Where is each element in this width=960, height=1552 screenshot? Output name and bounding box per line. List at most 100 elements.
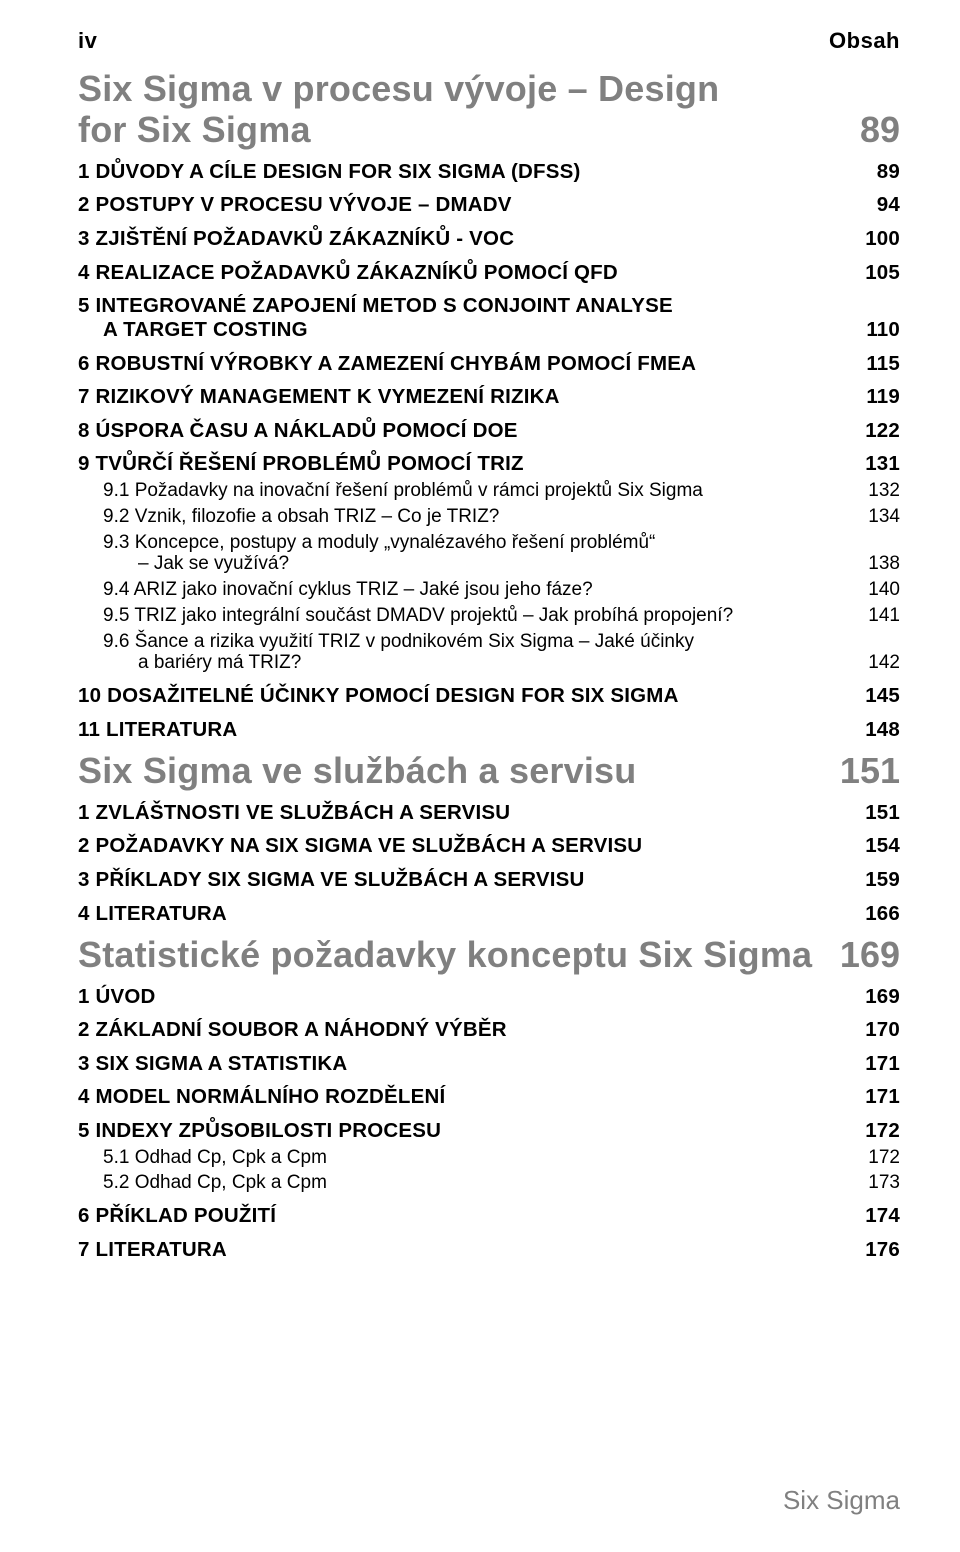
section-label: 4 MODEL NORMÁLNÍHO ROZDĚLENÍ (78, 1084, 465, 1110)
section-label: 1 DŮVODY A CÍLE DESIGN FOR SIX SIGMA (DF… (78, 159, 601, 185)
section-label: 5 INDEXY ZPŮSOBILOSTI PROCESU (78, 1118, 461, 1144)
sub-page: 134 (840, 505, 900, 529)
toc-subsection: 9.4 ARIZ jako inovační cyklus TRIZ – Jak… (78, 578, 900, 602)
section-page: 166 (840, 901, 900, 927)
chapter-heading: Six Sigma v procesu vývoje – Design (78, 68, 900, 109)
chapter-title-line: for Six Sigma (78, 109, 311, 150)
sub-page: 140 (840, 578, 900, 602)
toc-section: 7 LITERATURA 176 (78, 1237, 900, 1263)
section-page: 105 (840, 260, 900, 286)
section-page: 154 (840, 833, 900, 859)
section-page: 172 (840, 1118, 900, 1144)
toc-subsection: 9.5 TRIZ jako integrální součást DMADV p… (78, 604, 900, 628)
toc-section: 6 ROBUSTNÍ VÝROBKY A ZAMEZENÍ CHYBÁM POM… (78, 351, 900, 377)
section-label: 3 ZJIŠTĚNÍ POŽADAVKŮ ZÁKAZNÍKŮ - VOC (78, 226, 534, 252)
section-label: 4 REALIZACE POŽADAVKŮ ZÁKAZNÍKŮ POMOCÍ Q… (78, 260, 638, 286)
section-page: 171 (840, 1051, 900, 1077)
section-label: 1 ZVLÁŠTNOSTI VE SLUŽBÁCH A SERVISU (78, 800, 530, 826)
sub-page: 173 (840, 1171, 900, 1195)
chapter-page: 151 (840, 750, 900, 791)
section-label: 2 POŽADAVKY NA SIX SIGMA VE SLUŽBÁCH A S… (78, 833, 662, 859)
toc-section: 1 ZVLÁŠTNOSTI VE SLUŽBÁCH A SERVISU 151 (78, 800, 900, 826)
toc-section: 2 ZÁKLADNÍ SOUBOR A NÁHODNÝ VÝBĚR 170 (78, 1017, 900, 1043)
section-page: 174 (840, 1203, 900, 1229)
toc-subsection: a bariéry má TRIZ? 142 (78, 651, 900, 675)
toc-subsection: – Jak se využívá? 138 (78, 552, 900, 576)
chapter-page: 89 (860, 109, 900, 150)
section-page: 131 (840, 451, 900, 477)
toc-subsection: 5.1 Odhad Cp, Cpk a Cpm 172 (78, 1146, 900, 1170)
toc-section: 6 PŘÍKLAD POUŽITÍ 174 (78, 1203, 900, 1229)
sub-label: 5.1 Odhad Cp, Cpk a Cpm (78, 1146, 347, 1170)
sub-label: 5.2 Odhad Cp, Cpk a Cpm (78, 1171, 347, 1195)
toc-section: 11 LITERATURA 148 (78, 717, 900, 743)
section-label: 6 PŘÍKLAD POUŽITÍ (78, 1203, 296, 1229)
toc-section: 5 INTEGROVANÉ ZAPOJENÍ METOD S CONJOINT … (78, 293, 900, 319)
toc-section: 2 POSTUPY V PROCESU VÝVOJE – DMADV 94 (78, 192, 900, 218)
section-label: 3 PŘÍKLADY SIX SIGMA VE SLUŽBÁCH A SERVI… (78, 867, 605, 893)
chapter-block: Six Sigma ve službách a servisu 151 (78, 750, 900, 791)
sub-page: 141 (840, 604, 900, 628)
section-page: 119 (840, 384, 900, 410)
chapter-heading: Six Sigma ve službách a servisu 151 (78, 750, 900, 791)
sub-label: – Jak se využívá? (78, 552, 309, 576)
toc-section: 4 LITERATURA 166 (78, 901, 900, 927)
chapter-page: 169 (840, 934, 900, 975)
sub-label: 9.4 ARIZ jako inovační cyklus TRIZ – Jak… (78, 578, 613, 602)
section-page: 170 (840, 1017, 900, 1043)
section-page: 169 (840, 984, 900, 1010)
sub-page: 138 (840, 552, 900, 576)
section-label: 10 DOSAŽITELNÉ ÚČINKY POMOCÍ DESIGN FOR … (78, 683, 699, 709)
toc-section: 1 DŮVODY A CÍLE DESIGN FOR SIX SIGMA (DF… (78, 159, 900, 185)
chapter-title-line: Statistické požadavky konceptu Six Sigma (78, 934, 812, 975)
toc-subsection: 9.1 Požadavky na inovační řešení problém… (78, 479, 900, 503)
page-number-roman: iv (78, 28, 97, 54)
chapter-block: Six Sigma v procesu vývoje – Design for … (78, 68, 900, 151)
footer-title: Six Sigma (783, 1485, 900, 1516)
chapter-heading: for Six Sigma 89 (78, 109, 900, 150)
sub-page: 142 (840, 651, 900, 675)
toc-section: 9 TVŮRČÍ ŘEŠENÍ PROBLÉMŮ POMOCÍ TRIZ 131 (78, 451, 900, 477)
toc-section: 3 PŘÍKLADY SIX SIGMA VE SLUŽBÁCH A SERVI… (78, 867, 900, 893)
section-page: 176 (840, 1237, 900, 1263)
section-label: 2 POSTUPY V PROCESU VÝVOJE – DMADV (78, 192, 532, 218)
section-label: 7 LITERATURA (78, 1237, 254, 1263)
sub-label: a bariéry má TRIZ? (78, 651, 321, 675)
chapter-title-line: Six Sigma ve službách a servisu (78, 750, 636, 791)
toc-subsection: 9.2 Vznik, filozofie a obsah TRIZ – Co j… (78, 505, 900, 529)
section-page: 89 (840, 159, 900, 185)
chapter-title-line: Six Sigma v procesu vývoje – Design (78, 68, 719, 109)
sub-label: 9.3 Koncepce, postupy a moduly „vynaléza… (78, 531, 675, 555)
section-page: 122 (840, 418, 900, 444)
toc-section: 4 MODEL NORMÁLNÍHO ROZDĚLENÍ 171 (78, 1084, 900, 1110)
section-page: 151 (840, 800, 900, 826)
section-label: 2 ZÁKLADNÍ SOUBOR A NÁHODNÝ VÝBĚR (78, 1017, 527, 1043)
section-page: 148 (840, 717, 900, 743)
running-head: iv Obsah (78, 28, 900, 54)
section-label: 11 LITERATURA (78, 717, 257, 743)
section-page: 100 (840, 226, 900, 252)
running-title: Obsah (829, 28, 900, 54)
section-label: 1 ÚVOD (78, 984, 183, 1010)
toc-subsection: 9.6 Šance a rizika využití TRIZ v podnik… (78, 630, 900, 654)
section-page: 115 (840, 351, 900, 377)
section-label: 3 SIX SIGMA A STATISTIKA (78, 1051, 367, 1077)
sub-label: 9.6 Šance a rizika využití TRIZ v podnik… (78, 630, 714, 654)
section-label: 8 ÚSPORA ČASU A NÁKLADŮ POMOCÍ DOE (78, 418, 538, 444)
section-label: 6 ROBUSTNÍ VÝROBKY A ZAMEZENÍ CHYBÁM POM… (78, 351, 716, 377)
section-page: 110 (840, 317, 900, 343)
sub-label: 9.2 Vznik, filozofie a obsah TRIZ – Co j… (78, 505, 519, 529)
toc-section: 3 ZJIŠTĚNÍ POŽADAVKŮ ZÁKAZNÍKŮ - VOC 100 (78, 226, 900, 252)
toc-section: 8 ÚSPORA ČASU A NÁKLADŮ POMOCÍ DOE 122 (78, 418, 900, 444)
toc-section: 2 POŽADAVKY NA SIX SIGMA VE SLUŽBÁCH A S… (78, 833, 900, 859)
sub-label: 9.1 Požadavky na inovační řešení problém… (78, 479, 723, 503)
toc-section: A TARGET COSTING 110 (78, 317, 900, 343)
section-label: 5 INTEGROVANÉ ZAPOJENÍ METOD S CONJOINT … (78, 293, 693, 319)
toc-page: iv Obsah Six Sigma v procesu vývoje – De… (0, 0, 960, 1552)
section-label: 9 TVŮRČÍ ŘEŠENÍ PROBLÉMŮ POMOCÍ TRIZ (78, 451, 544, 477)
section-page: 171 (840, 1084, 900, 1110)
toc-section: 1 ÚVOD 169 (78, 984, 900, 1010)
toc-subsection: 5.2 Odhad Cp, Cpk a Cpm 173 (78, 1171, 900, 1195)
sub-page: 132 (840, 479, 900, 503)
section-page: 159 (840, 867, 900, 893)
